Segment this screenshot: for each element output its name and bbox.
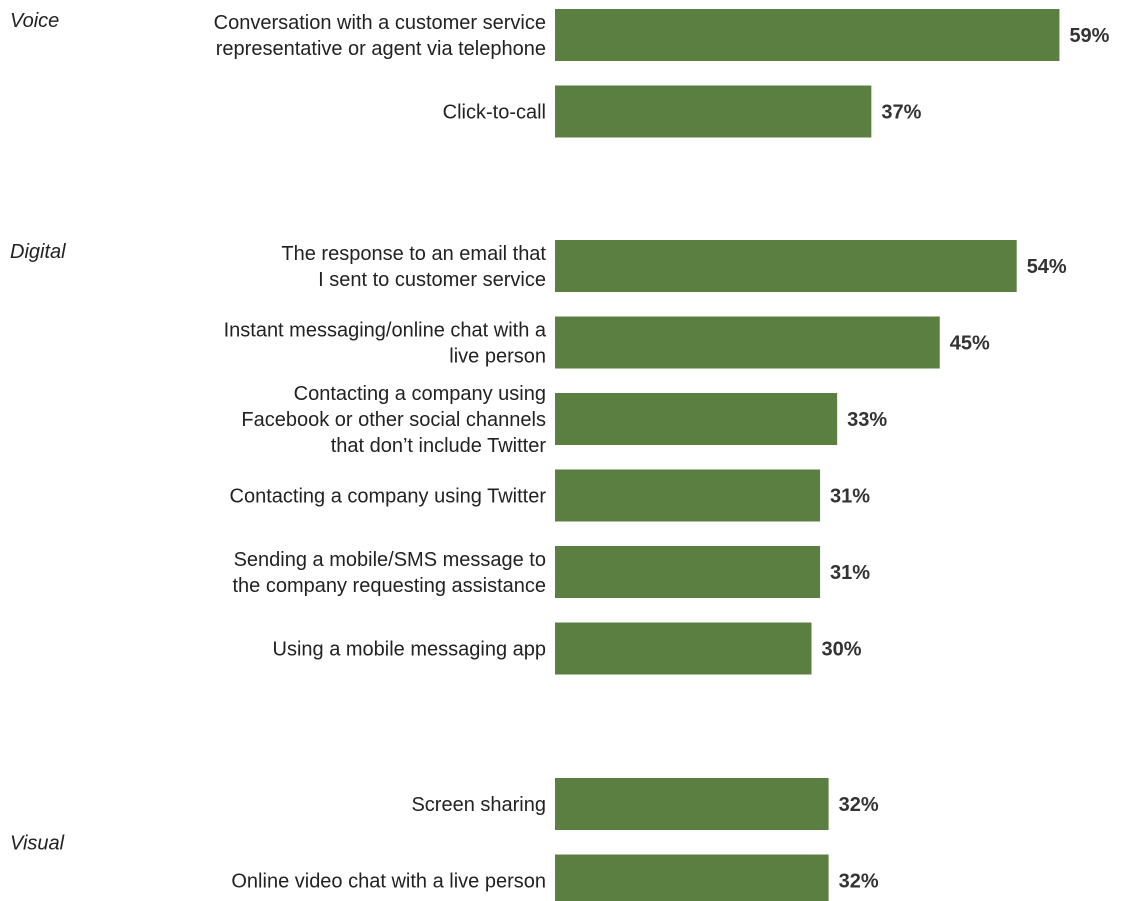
category-label-visual-1: Screen sharing	[411, 794, 546, 816]
category-label-digital-5: Sending a mobile/SMS message to the compa…	[232, 549, 546, 597]
bar-voice-1	[555, 9, 1060, 61]
value-label-digital-1: 54%	[1027, 256, 1067, 278]
bar-digital-6	[555, 622, 812, 675]
value-label-voice-1: 59%	[1069, 25, 1109, 47]
category-label-digital-1: The response to an email that I sent to c…	[281, 243, 546, 291]
bar-digital-5	[555, 546, 821, 598]
value-label-digital-5: 31%	[830, 562, 870, 584]
value-label-digital-3: 33%	[847, 409, 887, 431]
category-label-visual-2: Online video chat with a live person	[231, 871, 546, 893]
group-label-digital: Digital	[10, 241, 66, 263]
value-label-digital-4: 31%	[830, 486, 870, 508]
category-label-voice-2: Click-to-call	[443, 102, 546, 124]
bar-visual-2	[555, 854, 829, 901]
bar-digital-4	[555, 469, 821, 522]
category-label-digital-6: Using a mobile messaging app	[273, 639, 547, 661]
bar-digital-2	[555, 316, 940, 369]
value-label-digital-2: 45%	[950, 333, 990, 355]
value-label-visual-1: 32%	[839, 794, 879, 816]
group-label-voice: Voice	[10, 10, 59, 32]
value-label-voice-2: 37%	[881, 102, 921, 124]
bar-voice-2	[555, 85, 872, 138]
category-label-digital-2: Instant messaging/online chat with a live…	[224, 320, 547, 368]
category-label-digital-3: Contacting a company using Facebook or ot…	[241, 383, 546, 457]
bar-digital-3	[555, 393, 838, 445]
value-label-visual-2: 32%	[839, 871, 879, 893]
group-label-visual: Visual	[10, 832, 65, 854]
category-label-digital-4: Contacting a company using Twitter	[230, 486, 547, 508]
bar-digital-1	[555, 240, 1017, 292]
category-label-voice-1: Conversation with a customer service repr…	[214, 12, 546, 60]
bar-visual-1	[555, 778, 829, 830]
value-label-digital-6: 30%	[822, 639, 862, 661]
